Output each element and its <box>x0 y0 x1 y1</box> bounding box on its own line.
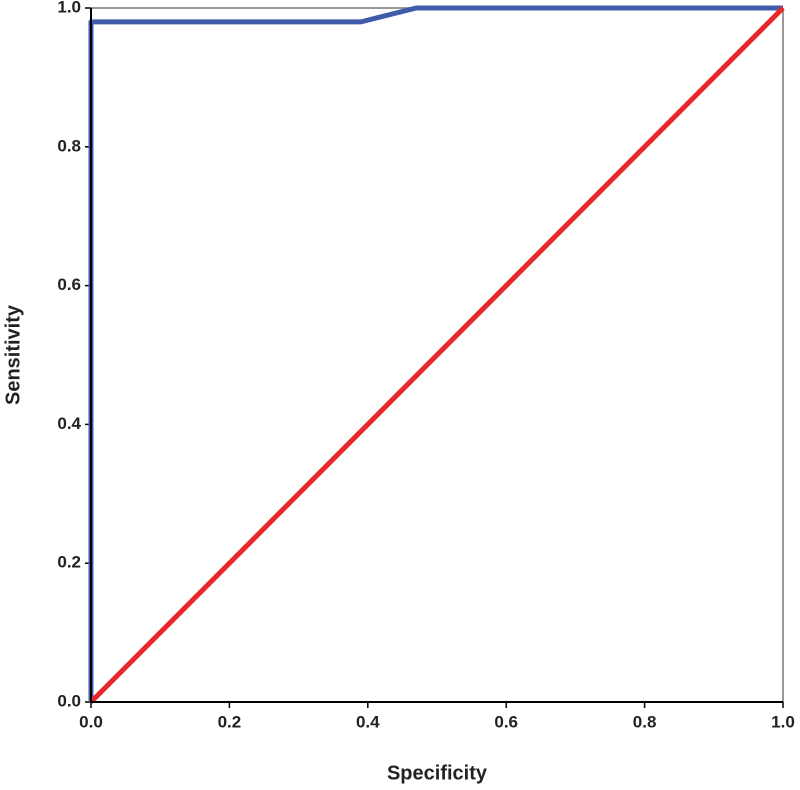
y-tick-label: 0.4 <box>57 414 81 433</box>
y-tick-label: 0.0 <box>57 691 81 710</box>
y-tick-label: 0.8 <box>57 136 81 155</box>
x-tick-label: 0.4 <box>356 712 380 731</box>
x-tick-label: 0.6 <box>494 712 518 731</box>
y-tick-label: 1.0 <box>57 0 81 16</box>
x-axis-title: Specificity <box>387 762 488 784</box>
x-tick-label: 0.2 <box>218 712 242 731</box>
y-tick-label: 0.6 <box>57 275 81 294</box>
x-tick-label: 0.0 <box>79 712 103 731</box>
y-tick-label: 0.2 <box>57 553 81 572</box>
x-tick-label: 0.8 <box>633 712 657 731</box>
x-tick-label: 1.0 <box>771 712 795 731</box>
series-line <box>89 6 785 704</box>
y-axis-title: Sensitivity <box>2 304 24 405</box>
